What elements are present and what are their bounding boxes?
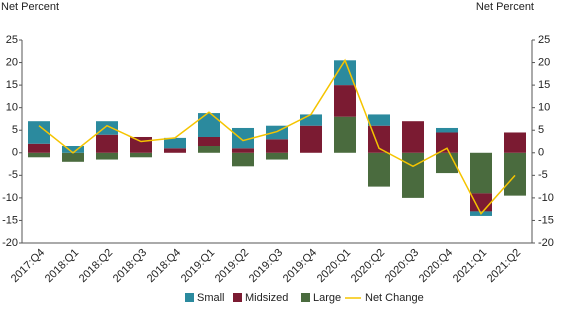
x-tick-label: 2018:Q2 xyxy=(77,247,115,285)
x-tick-label: 2021:Q1 xyxy=(451,247,489,285)
net-change-line xyxy=(38,58,516,215)
y-tick-label: 10 xyxy=(6,102,18,114)
bar-segment xyxy=(504,132,526,153)
y2-tick-label: -15 xyxy=(538,214,554,226)
legend-label: Midsized xyxy=(245,292,288,304)
y-tick-label: 15 xyxy=(6,79,18,91)
y2-axis-label: Net Percent xyxy=(476,1,534,13)
x-tick-label: 2019:Q4 xyxy=(281,247,319,285)
y2-tick-label: 10 xyxy=(538,102,550,114)
x-tick-label: 2020:Q4 xyxy=(417,247,455,285)
legend-label: Large xyxy=(313,292,341,304)
x-tick-label: 2018:Q4 xyxy=(145,247,183,285)
y-tick-label: -5 xyxy=(8,169,18,181)
bar-segment xyxy=(334,85,356,117)
bar-segment xyxy=(198,136,220,147)
bar-segment xyxy=(28,152,50,158)
bar-segment xyxy=(96,152,118,160)
y-tick-label: 20 xyxy=(6,56,18,68)
bar-segment xyxy=(436,132,458,153)
y2-tick-label: -5 xyxy=(538,169,548,181)
bar-segment xyxy=(402,121,424,153)
bar-segment xyxy=(334,116,356,153)
legend-swatch xyxy=(233,293,242,302)
bar-segment xyxy=(164,148,186,153)
bar-segment xyxy=(368,152,390,187)
x-tick-label: 2018:Q3 xyxy=(111,247,149,285)
legend-label: Net Change xyxy=(365,292,424,304)
legend-swatch xyxy=(185,293,194,302)
bar-segment xyxy=(300,125,322,153)
y2-tick-label: -10 xyxy=(538,192,554,204)
bar-segment xyxy=(368,114,390,126)
bar-segment xyxy=(130,152,152,158)
x-tick-label: 2019:Q1 xyxy=(179,247,217,285)
bar-segment xyxy=(198,113,220,137)
y2-tick-label: 5 xyxy=(538,124,544,136)
bar-segment xyxy=(96,121,118,135)
y2-tick-label: 25 xyxy=(538,34,550,46)
y-tick-label: -20 xyxy=(2,237,18,249)
bar-segment xyxy=(28,121,50,144)
bar-segment xyxy=(504,152,526,196)
y-axis-label: Net Percent xyxy=(1,1,59,13)
y2-tick-label: 15 xyxy=(538,79,550,91)
x-tick-label: 2020:Q2 xyxy=(349,247,387,285)
bar-segment xyxy=(436,127,458,133)
bar-segment xyxy=(300,114,322,126)
bar-segment xyxy=(164,137,186,149)
x-tick-label: 2018:Q1 xyxy=(43,247,81,285)
bar-segment xyxy=(402,152,424,198)
bar-segment xyxy=(334,60,356,86)
bar-segment xyxy=(62,152,84,162)
bar-segment xyxy=(198,146,220,153)
x-tick-label: 2019:Q2 xyxy=(213,247,251,285)
y-tick-label: 0 xyxy=(12,147,18,159)
y-tick-label: -15 xyxy=(2,214,18,226)
bar-segment xyxy=(266,139,288,153)
y2-tick-label: 0 xyxy=(538,147,544,159)
bar-segment xyxy=(232,148,254,153)
legend-label: Small xyxy=(197,292,225,304)
bar-segment xyxy=(266,152,288,160)
y2-tick-label: 20 xyxy=(538,56,550,68)
x-tick-label: 2020:Q1 xyxy=(315,247,353,285)
bar-segment xyxy=(28,143,50,153)
y-tick-label: 25 xyxy=(6,34,18,46)
y2-tick-label: -20 xyxy=(538,237,554,249)
x-tick-label: 2021:Q2 xyxy=(485,247,523,285)
bar-segment xyxy=(470,152,492,194)
bar-segment xyxy=(232,152,254,167)
bar-segment xyxy=(232,127,254,149)
legend-swatch xyxy=(301,293,310,302)
bar-segment xyxy=(96,134,118,153)
x-tick-label: 2020:Q3 xyxy=(383,247,421,285)
y-tick-label: -10 xyxy=(2,192,18,204)
bar-segment xyxy=(130,136,152,153)
bar-segment xyxy=(62,146,84,153)
x-tick-label: 2017:Q4 xyxy=(9,247,47,285)
x-tick-label: 2019:Q3 xyxy=(247,247,285,285)
y-tick-label: 5 xyxy=(12,124,18,136)
bar-segment xyxy=(470,193,492,212)
